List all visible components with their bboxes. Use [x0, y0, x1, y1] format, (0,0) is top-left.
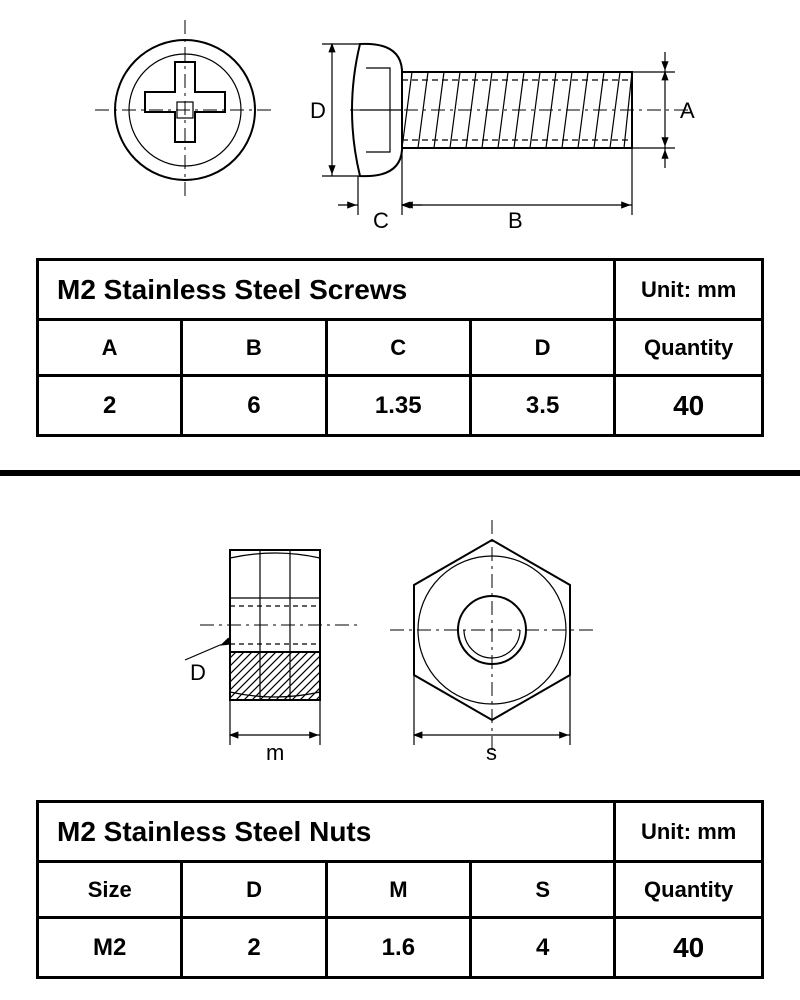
table-row: M2 Stainless Steel Screws Unit: mm	[38, 260, 763, 320]
col-header: C	[326, 320, 470, 376]
screws-section: D	[0, 0, 800, 460]
screws-table-title: M2 Stainless Steel Screws	[38, 260, 615, 320]
nuts-table-title: M2 Stainless Steel Nuts	[38, 802, 615, 862]
page: D	[0, 0, 800, 1000]
dim-label-nut-m: m	[266, 740, 284, 765]
nuts-table: M2 Stainless Steel Nuts Unit: mm Size D …	[36, 800, 764, 979]
dim-label-a: A	[680, 98, 695, 123]
cell-value: M2	[38, 918, 182, 978]
nut-side-view: D m	[185, 550, 360, 765]
col-header: Quantity	[615, 862, 763, 918]
cell-value: 40	[615, 918, 763, 978]
nuts-section: D m	[0, 500, 800, 1000]
table-row: Size D M S Quantity	[38, 862, 763, 918]
table-row: M2 2 1.6 4 40	[38, 918, 763, 978]
screw-head-front-view	[95, 20, 275, 200]
cell-value: 1.6	[326, 918, 470, 978]
col-header: D	[470, 320, 614, 376]
col-header: M	[326, 862, 470, 918]
screw-diagram: D	[90, 10, 710, 240]
dim-label-d-side: D	[310, 98, 326, 123]
nut-top-view: s	[390, 520, 594, 765]
nuts-unit-label: Unit: mm	[615, 802, 763, 862]
cell-value: 40	[615, 376, 763, 436]
cell-value: 2	[182, 918, 326, 978]
table-row: 2 6 1.35 3.5 40	[38, 376, 763, 436]
col-header: Quantity	[615, 320, 763, 376]
cell-value: 2	[38, 376, 182, 436]
col-header: Size	[38, 862, 182, 918]
nut-diagram: D m	[160, 520, 640, 780]
col-header: A	[38, 320, 182, 376]
screw-side-view: D	[310, 44, 695, 233]
dim-label-b: B	[508, 208, 523, 233]
cell-value: 6	[182, 376, 326, 436]
table-row: M2 Stainless Steel Nuts Unit: mm	[38, 802, 763, 862]
dim-label-c: C	[373, 208, 389, 233]
col-header: D	[182, 862, 326, 918]
col-header: B	[182, 320, 326, 376]
cell-value: 3.5	[470, 376, 614, 436]
cell-value: 4	[471, 918, 615, 978]
cell-value: 1.35	[326, 376, 470, 436]
section-divider	[0, 470, 800, 476]
screws-table: M2 Stainless Steel Screws Unit: mm A B C…	[36, 258, 764, 437]
dim-label-nut-d: D	[190, 660, 206, 685]
table-row: A B C D Quantity	[38, 320, 763, 376]
dim-label-nut-s: s	[486, 740, 497, 765]
col-header: S	[471, 862, 615, 918]
screws-unit-label: Unit: mm	[615, 260, 763, 320]
